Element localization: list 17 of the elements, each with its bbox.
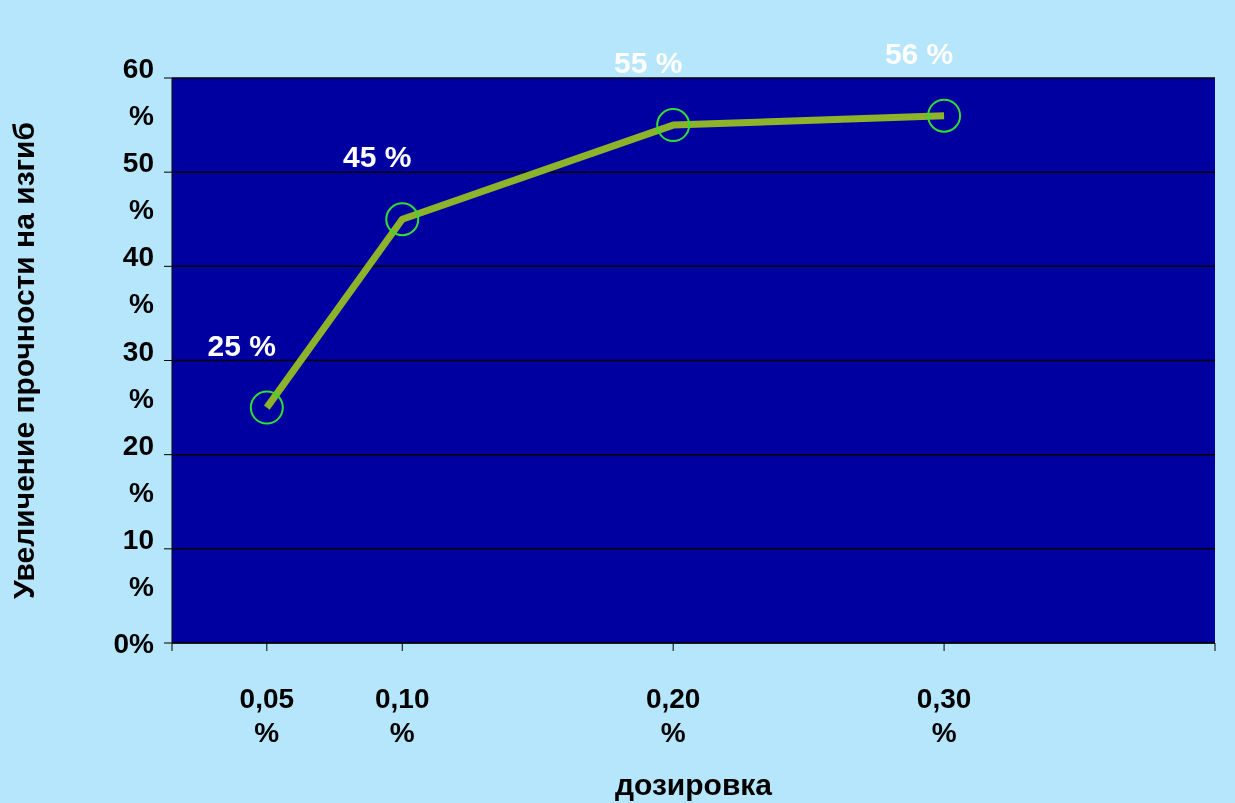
y-tick-label: 60 % <box>122 53 155 131</box>
x-axis-title: дозировка <box>614 768 773 801</box>
y-tick-label: 10 % <box>122 523 155 602</box>
y-tick-label: 40 % <box>122 241 155 320</box>
x-tick-label: 0,30 % <box>916 683 972 748</box>
data-label: 55 % <box>613 46 683 80</box>
y-tick-label: 20 % <box>122 429 155 508</box>
data-label: 25 % <box>207 328 277 362</box>
x-tick-label: 0,10 % <box>375 683 430 748</box>
y-tick-label: 0% <box>113 628 155 659</box>
data-label: 45 % <box>343 140 412 174</box>
y-tick-label: 30 % <box>122 335 155 414</box>
x-tick-label: 0,20 % <box>645 683 701 748</box>
y-tick-label: 50 % <box>122 147 155 226</box>
x-tick-label: 0,05 % <box>239 683 295 748</box>
y-axis-title: Увеличение прочности на изгиб <box>6 121 40 600</box>
data-label: 56 % <box>884 36 954 70</box>
